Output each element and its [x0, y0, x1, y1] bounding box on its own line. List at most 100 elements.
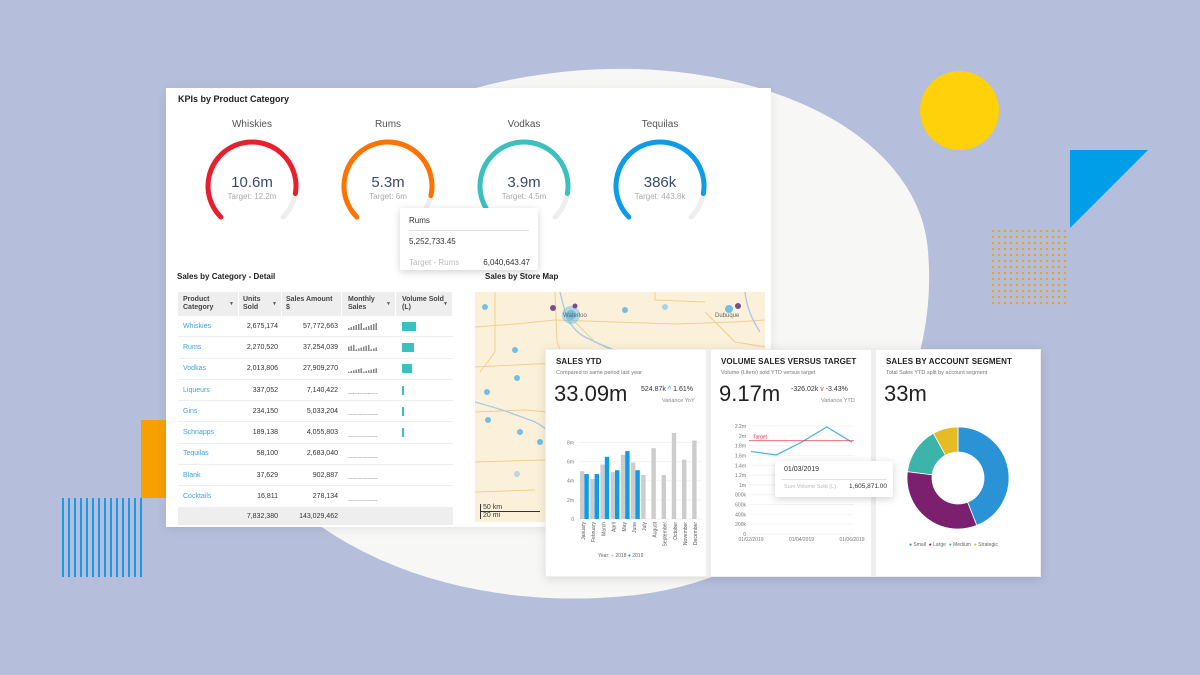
monthly-sales-sparkline — [342, 386, 396, 395]
card-account-segment: SALES BY ACCOUNT SEGMENT Total Sales YTD… — [876, 350, 1040, 576]
category-link[interactable]: Tequilas — [183, 450, 209, 458]
svg-text:600k: 600k — [735, 503, 746, 509]
units-sold: 16,811 — [257, 493, 278, 501]
sales-ytd-value: 33.09m — [554, 381, 628, 406]
category-link[interactable]: Liqueurs — [183, 386, 210, 394]
table-row: Gins 234,150 5,033,204 — [178, 401, 453, 423]
table-row: Liqueurs 337,052 7,140,422 — [178, 380, 453, 402]
category-link[interactable]: Vodkas — [183, 365, 206, 373]
map-scale: 50 km 20 mi — [480, 504, 540, 519]
card-sales-ytd: SALES YTD Compared to same period last y… — [546, 350, 706, 576]
svg-text:2m: 2m — [567, 498, 574, 504]
gauge-label: Vodkas — [507, 119, 541, 130]
monthly-sales-sparkline — [342, 450, 396, 458]
monthly-sales-sparkline — [342, 493, 396, 501]
category-link[interactable]: Whiskies — [183, 322, 212, 330]
svg-text:March: March — [601, 522, 607, 536]
segment-donut-chart[interactable] — [876, 425, 1040, 535]
arrow-up-icon: ^ — [667, 386, 672, 393]
gauge-rums[interactable]: Rums 5.3m Target: 6m — [328, 112, 448, 232]
volume-bar — [396, 342, 453, 352]
monthly-sales-sparkline — [342, 429, 396, 437]
svg-text:0: 0 — [571, 517, 574, 523]
sales-ytd-legend: Year: ● 2018 ● 2019 — [598, 553, 644, 559]
gauge-arc — [341, 139, 435, 220]
gauge-value: 386k — [643, 174, 677, 191]
decorative-blue-triangle — [1070, 150, 1148, 228]
category-link[interactable]: Rums — [183, 343, 202, 351]
col-monthly-sales[interactable]: Monthly Sales ▼ — [342, 292, 396, 316]
gauge-arc — [613, 139, 707, 220]
gauge-label: Whiskies — [231, 119, 272, 130]
tooltip-target-label: Target - Rums — [409, 258, 460, 267]
decorative-yellow-circle — [920, 71, 999, 150]
segment-legend: ● Small ● Large ● Medium ● Strategic — [909, 542, 998, 548]
category-link[interactable]: Schnapps — [183, 429, 215, 437]
units-sold: 234,150 — [252, 407, 278, 415]
table-totals-row: 7,832,380 143,029,462 — [178, 507, 453, 525]
svg-text:Dubuque: Dubuque — [715, 313, 740, 319]
svg-text:800k: 800k — [735, 493, 746, 499]
tooltip-title: Rums — [409, 216, 430, 225]
monthly-sales-sparkline — [342, 471, 396, 480]
table-row: Cocktails 16,811 278,134 — [178, 486, 453, 508]
svg-text:200k: 200k — [735, 522, 746, 528]
svg-text:October: October — [673, 522, 679, 540]
sort-caret-icon[interactable]: ▼ — [386, 301, 391, 307]
tooltip-target-value: 6,040,643.47 — [483, 258, 530, 267]
volume-bar — [396, 364, 453, 374]
svg-text:01/04/2019: 01/04/2019 — [789, 537, 814, 543]
units-sold: 337,052 — [252, 386, 278, 394]
svg-text:6m: 6m — [567, 460, 574, 466]
svg-text:Target: Target — [753, 435, 768, 441]
sales-ytd-bar-chart[interactable]: 0 2m 4m 6m 8m January February March April May Jun… — [546, 422, 706, 562]
svg-text:Waterloo: Waterloo — [563, 313, 587, 319]
sales-amount: 57,772,663 — [302, 322, 338, 330]
category-link[interactable]: Blank — [183, 471, 201, 479]
table-row: Whiskies 2,675,174 57,772,663 — [178, 316, 453, 338]
category-link[interactable]: Cocktails — [183, 493, 212, 501]
gauge-target: Target: 6m — [369, 192, 407, 201]
svg-text:1.4m: 1.4m — [735, 463, 746, 469]
tooltip-value: 5,252,733.45 — [409, 237, 456, 246]
table-row: Rums 2,270,520 37,254,039 — [178, 337, 453, 359]
gauge-vodkas[interactable]: Vodkas 3.9m Target: 4.5m — [464, 112, 584, 232]
decorative-orange-rect — [141, 420, 167, 498]
svg-text:1.6m: 1.6m — [735, 453, 746, 459]
monthly-sales-sparkline — [342, 365, 396, 373]
units-sold: 189,138 — [252, 429, 278, 437]
gauge-tequilas[interactable]: Tequilas 386k Target: 443.8k — [600, 112, 720, 232]
rums-tooltip: Rums 5,252,733.45 Target - Rums 6,040,64… — [400, 208, 538, 270]
decorative-stripes — [62, 498, 142, 577]
gauge-target: Target: 443.8k — [634, 192, 686, 201]
svg-text:April: April — [612, 522, 618, 532]
detail-table: Product Category ▼ Units Sold ▼ Sales Amou… — [178, 292, 453, 525]
gauge-target: Target: 12.2m — [227, 192, 277, 201]
sort-caret-icon[interactable]: ▼ — [272, 301, 277, 307]
table-header: Product Category ▼ Units Sold ▼ Sales Amou… — [178, 292, 453, 316]
sort-caret-icon[interactable]: ▼ — [443, 301, 448, 307]
col-units-sold[interactable]: Units Sold ▼ — [239, 292, 282, 316]
svg-text:0: 0 — [743, 532, 746, 538]
total-units: 7,832,380 — [246, 512, 278, 520]
category-link[interactable]: Gins — [183, 407, 198, 415]
units-sold: 58,100 — [256, 450, 278, 458]
gauge-label: Tequilas — [641, 119, 679, 130]
decorative-dot-grid — [990, 228, 1070, 308]
gauge-arc — [205, 139, 299, 220]
col-product-category[interactable]: Product Category ▼ — [178, 292, 239, 316]
gauge-whiskies[interactable]: Whiskies 10.6m Target: 12.2m — [192, 112, 312, 232]
units-sold: 2,675,174 — [246, 322, 278, 330]
svg-text:8m: 8m — [567, 440, 574, 446]
arrow-down-icon: v — [820, 386, 824, 393]
sort-caret-icon[interactable]: ▼ — [229, 301, 234, 307]
col-volume-sold[interactable]: Volume Sold (L) ▼ — [396, 292, 453, 316]
volume-bar — [396, 406, 453, 416]
monthly-sales-sparkline — [342, 407, 396, 416]
svg-text:September: September — [663, 522, 669, 547]
table-row: Blank 37,629 902,887 — [178, 465, 453, 487]
gauge-value: 10.6m — [231, 174, 273, 191]
svg-text:July: July — [642, 522, 648, 531]
col-sales-amount[interactable]: Sales Amount $ — [282, 292, 342, 316]
svg-text:1.2m: 1.2m — [735, 473, 746, 479]
